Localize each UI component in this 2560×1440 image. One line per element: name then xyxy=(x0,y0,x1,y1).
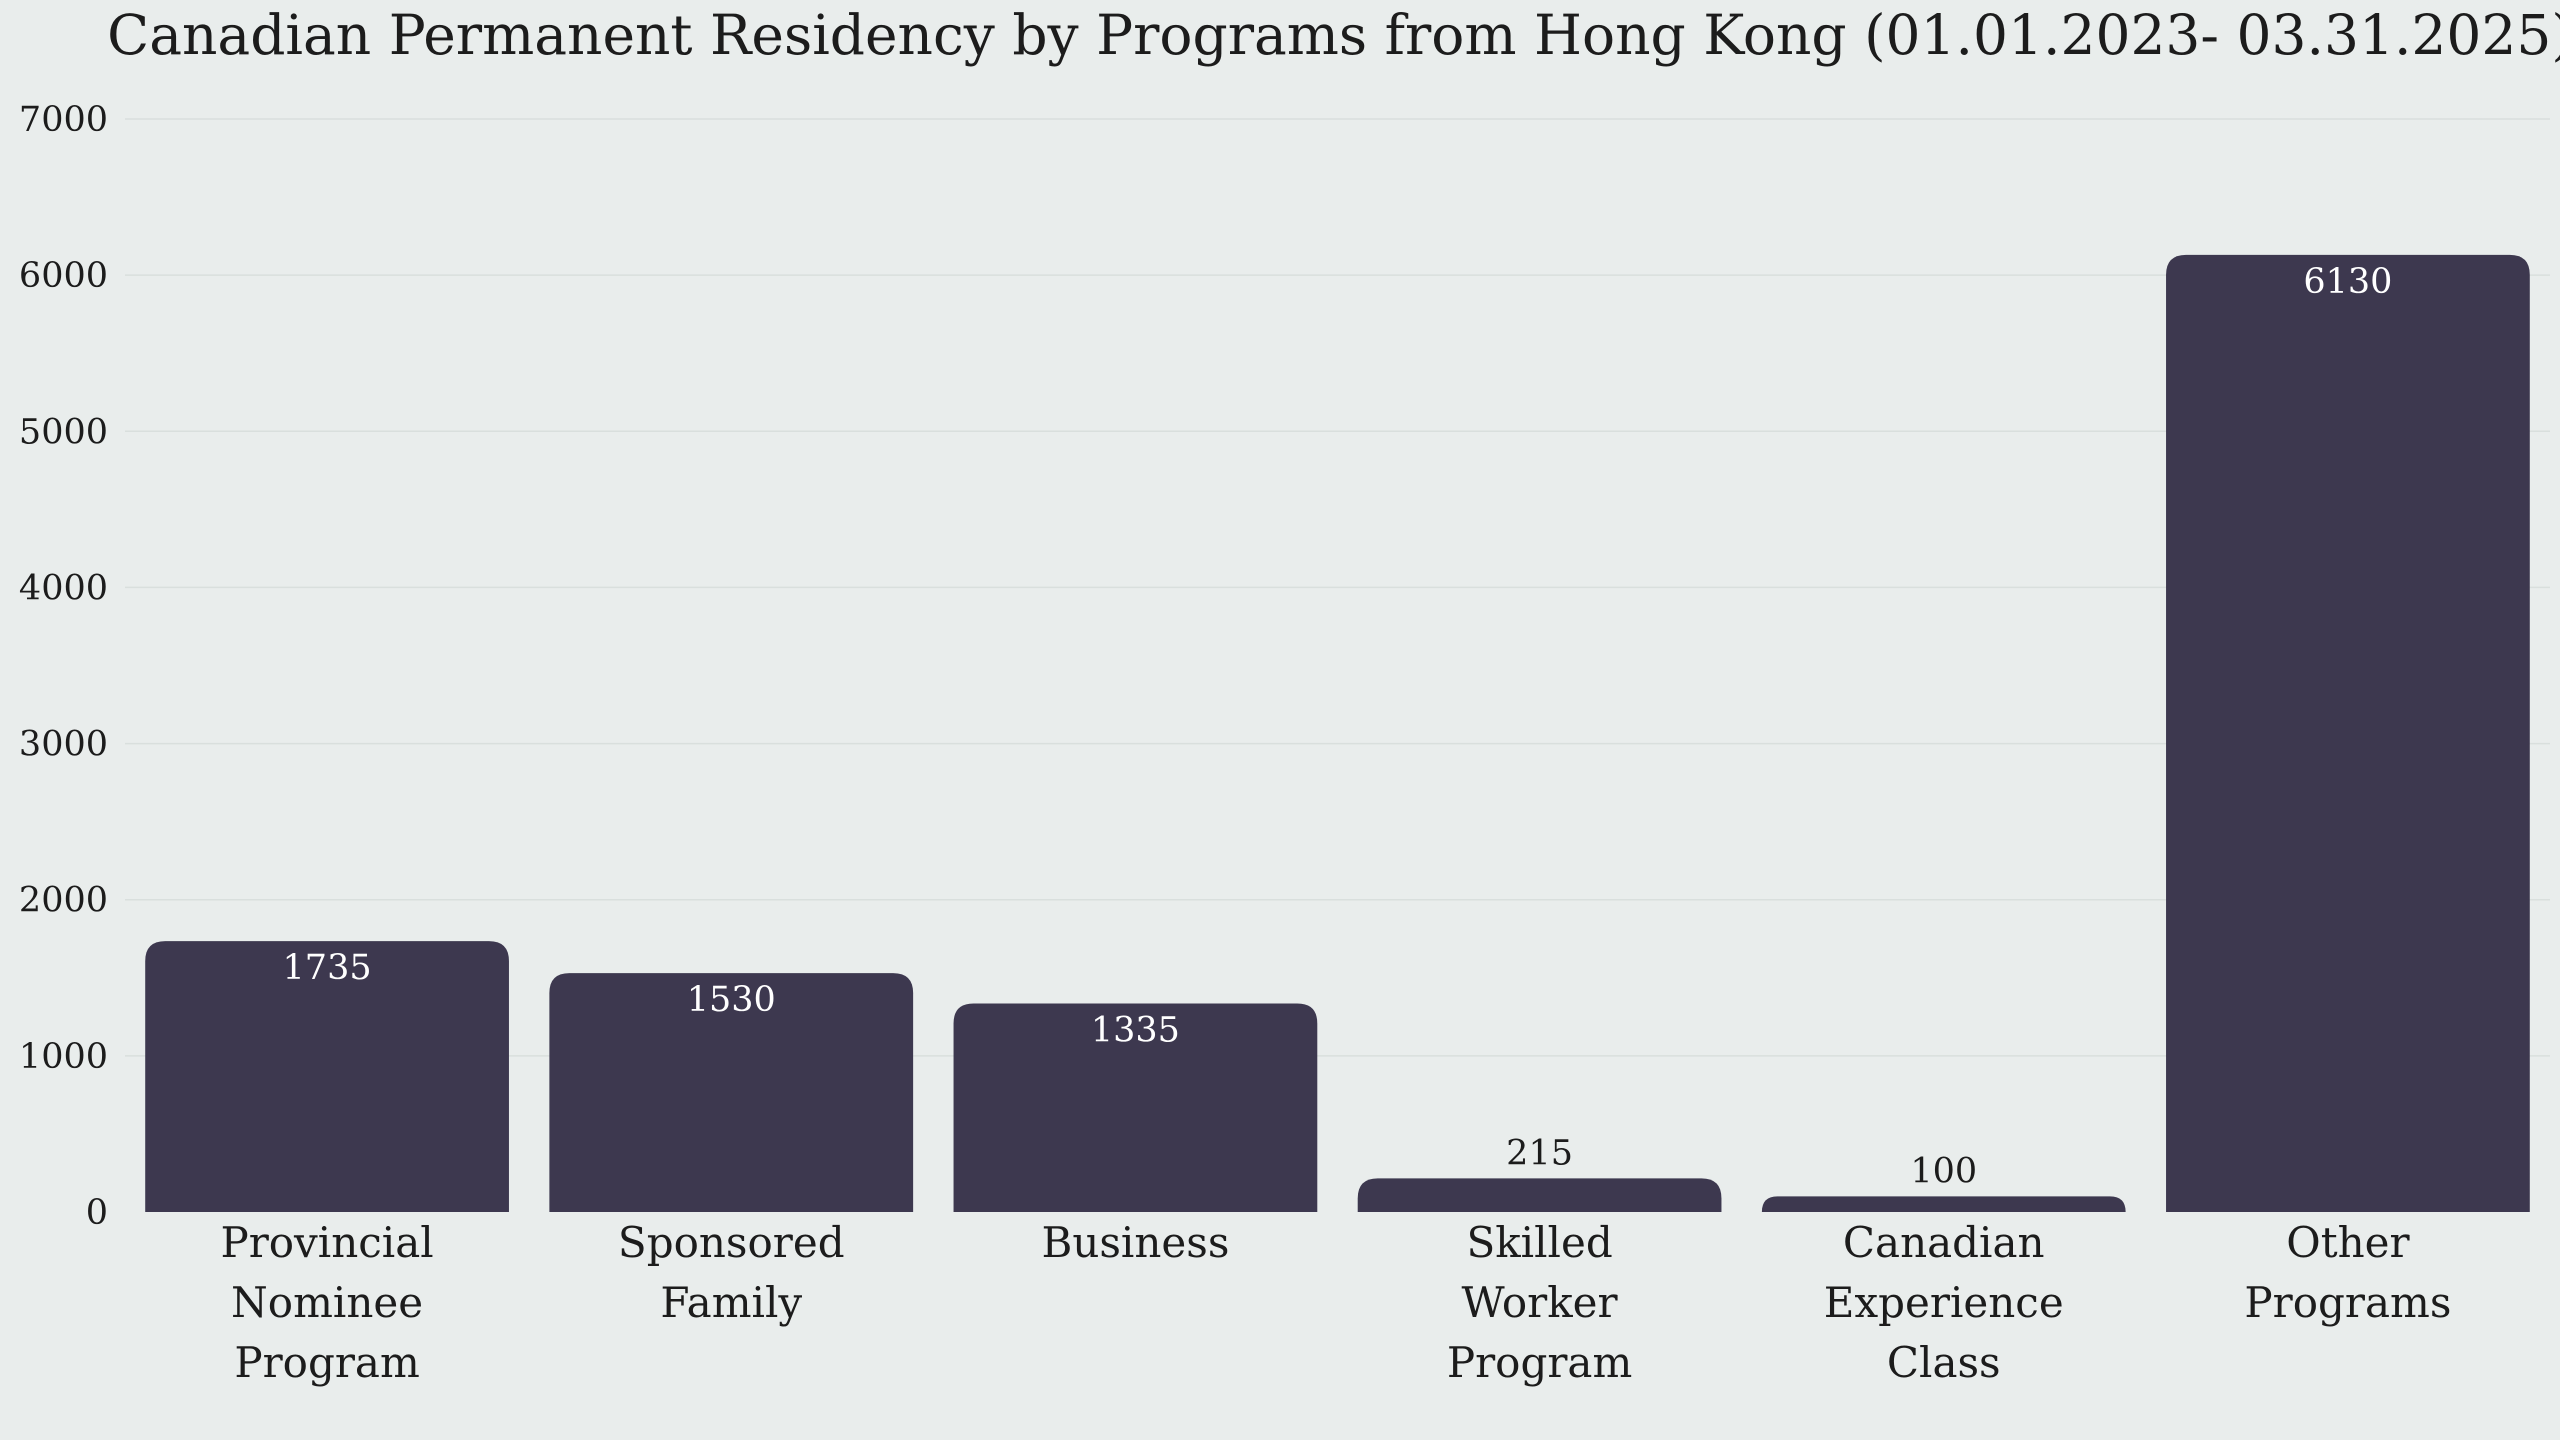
x-tick-label: Other Programs xyxy=(2244,1218,2451,1327)
y-tick-label: 0 xyxy=(86,1193,108,1233)
bars: 1735 1530 1335 215 100 6130 xyxy=(145,254,2530,1212)
x-tick-label: Provincial Nominee Program xyxy=(220,1218,433,1387)
x-axis: Provincial Nominee Program Sponsored Family B… xyxy=(220,1218,2451,1387)
chart-title: Canadian Permanent Residency by Programs… xyxy=(107,3,2560,67)
y-tick-label: 1000 xyxy=(19,1037,108,1077)
y-tick-label: 7000 xyxy=(19,100,108,140)
bar-value-label: 100 xyxy=(1910,1151,1977,1191)
bar-value-label: 1735 xyxy=(283,948,372,988)
y-axis: 0 1000 2000 3000 4000 5000 6000 7000 xyxy=(19,100,108,1233)
bar-value-label: 6130 xyxy=(2303,262,2392,302)
bar xyxy=(2166,254,2530,1212)
bar xyxy=(1357,1178,1722,1212)
bar-value-label: 1335 xyxy=(1091,1011,1180,1051)
x-tick-label: Canadian Experience Class xyxy=(1824,1218,2064,1387)
bar xyxy=(145,941,509,1212)
y-tick-label: 4000 xyxy=(19,568,108,608)
bar-value-label: 1530 xyxy=(687,980,776,1020)
y-tick-label: 5000 xyxy=(19,412,108,452)
bar xyxy=(953,1003,1318,1212)
grid-lines xyxy=(125,118,2550,1057)
x-tick-label: Sponsored Family xyxy=(618,1218,845,1327)
x-tick-label: Skilled Worker Program xyxy=(1447,1218,1632,1387)
bar xyxy=(549,973,914,1212)
y-tick-label: 3000 xyxy=(19,725,108,765)
bar-value-label: 215 xyxy=(1506,1133,1573,1173)
y-tick-label: 6000 xyxy=(19,256,108,296)
bar xyxy=(1761,1196,2126,1212)
x-tick-label: Business xyxy=(1041,1218,1229,1267)
y-tick-label: 2000 xyxy=(19,881,108,921)
